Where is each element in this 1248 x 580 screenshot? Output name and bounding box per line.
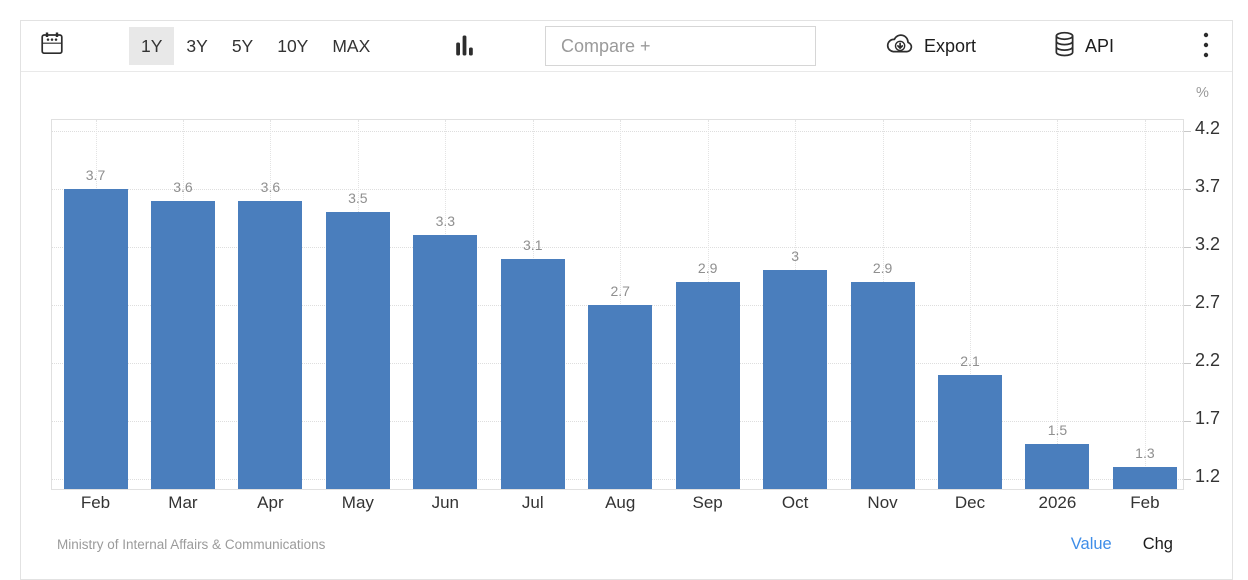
range-button-1y[interactable]: 1Y xyxy=(129,27,175,65)
chart-bar[interactable] xyxy=(238,200,303,489)
chg-toggle[interactable]: Chg xyxy=(1142,535,1173,553)
y-axis-label: 2.7 xyxy=(1195,292,1221,312)
range-button-5y[interactable]: 5Y xyxy=(220,27,265,65)
h-gridline xyxy=(52,131,1183,132)
x-axis-label: Sep xyxy=(692,493,723,512)
source-attribution: Ministry of Internal Affairs & Communica… xyxy=(57,537,326,552)
x-axis-label: 2026 xyxy=(1038,493,1077,512)
footer-toggles: Value Chg xyxy=(1071,535,1173,554)
x-axis-label: Feb xyxy=(1130,493,1160,512)
bar-value-label: 3.7 xyxy=(85,167,106,183)
chart-bar[interactable] xyxy=(63,189,128,489)
y-axis-tick xyxy=(1184,189,1191,190)
chart-bar[interactable] xyxy=(938,374,1002,489)
x-axis-label: Aug xyxy=(605,493,636,512)
y-axis-label: 3.7 xyxy=(1195,176,1221,196)
y-axis-tick xyxy=(1184,363,1191,364)
y-axis-label: 2.2 xyxy=(1195,350,1221,370)
x-axis-label: Apr xyxy=(257,493,284,512)
chart-bar[interactable] xyxy=(1025,444,1090,489)
api-label: API xyxy=(1085,35,1115,56)
bar-value-label: 3.3 xyxy=(435,213,456,230)
bar-value-label: 3 xyxy=(791,248,799,265)
bar-value-label: 1.3 xyxy=(1135,445,1155,462)
chart-bar[interactable] xyxy=(763,270,828,489)
bar-value-label: 1.5 xyxy=(1047,422,1068,439)
bar-value-label: 3.1 xyxy=(523,236,543,253)
x-axis-label: Jul xyxy=(521,493,544,512)
chart-bar[interactable] xyxy=(1112,467,1177,489)
x-axis-label: Oct xyxy=(781,493,809,512)
y-axis-label: 1.2 xyxy=(1195,466,1221,486)
x-axis-label: Nov xyxy=(867,493,898,512)
y-axis-tick xyxy=(1184,131,1191,132)
y-axis-label: 4.2 xyxy=(1195,118,1221,138)
y-axis-tick xyxy=(1184,247,1191,248)
export-button[interactable]: Export xyxy=(879,26,982,66)
api-button[interactable]: API xyxy=(1049,26,1118,66)
chart-bar[interactable] xyxy=(500,258,565,489)
cloud-download-icon xyxy=(885,32,915,61)
h-gridline xyxy=(52,189,1183,190)
x-axis-label: May xyxy=(341,493,374,512)
chart-bar[interactable] xyxy=(588,305,653,489)
bar-value-label: 2.1 xyxy=(960,352,980,369)
x-axis-label: Jun xyxy=(431,493,459,512)
value-toggle[interactable]: Value xyxy=(1070,535,1112,553)
h-gridline xyxy=(52,247,1183,248)
bar-value-label: 3.6 xyxy=(173,178,193,195)
database-icon xyxy=(1053,30,1076,63)
range-button-max[interactable]: MAX xyxy=(320,27,382,65)
bar-value-label: 3.5 xyxy=(348,190,368,207)
bar-value-label: 2.9 xyxy=(872,259,893,276)
chart-bar[interactable] xyxy=(850,281,915,489)
compare-input[interactable] xyxy=(545,26,816,66)
chart-bar[interactable] xyxy=(150,200,215,489)
kebab-menu-icon xyxy=(1203,32,1209,61)
x-axis-label: Dec xyxy=(954,493,986,512)
v-gridline xyxy=(970,120,971,488)
bar-value-label: 2.9 xyxy=(697,259,718,276)
export-label: Export xyxy=(924,35,977,56)
plot-frame xyxy=(51,119,1184,490)
calendar-button[interactable] xyxy=(37,31,67,62)
x-axis-label: Feb xyxy=(80,493,111,512)
chart-type-button[interactable] xyxy=(451,33,477,60)
y-axis-label: 1.7 xyxy=(1195,408,1221,428)
bar-value-label: 3.6 xyxy=(260,178,281,195)
y-axis-tick xyxy=(1184,421,1191,422)
v-gridline xyxy=(1057,120,1059,488)
chart-bar[interactable] xyxy=(325,212,390,489)
v-gridline xyxy=(1144,120,1146,488)
more-menu-button[interactable] xyxy=(1191,28,1221,64)
chart-stage: % 4.2 3.7 3.2 2.7 2.2 1.7 1.2 3.7 Feb 3.6 Mar 3.6 Ap… xyxy=(21,21,1232,579)
y-axis-unit-label: % xyxy=(1196,85,1209,101)
chart-bar[interactable] xyxy=(675,281,740,489)
y-axis-tick xyxy=(1184,479,1191,480)
v-gridline xyxy=(620,120,622,488)
calendar-icon xyxy=(39,30,65,63)
x-axis-label: Mar xyxy=(168,493,198,512)
bar-value-label: 2.7 xyxy=(610,283,630,299)
bar-chart-icon xyxy=(454,34,474,60)
chart-bar[interactable] xyxy=(413,235,478,489)
range-button-3y[interactable]: 3Y xyxy=(174,27,219,65)
y-axis-tick xyxy=(1184,305,1191,306)
range-button-10y[interactable]: 10Y xyxy=(265,27,320,65)
range-selector: 1Y 3Y 5Y 10Y MAX xyxy=(129,27,382,65)
y-axis-label: 3.2 xyxy=(1195,234,1221,254)
